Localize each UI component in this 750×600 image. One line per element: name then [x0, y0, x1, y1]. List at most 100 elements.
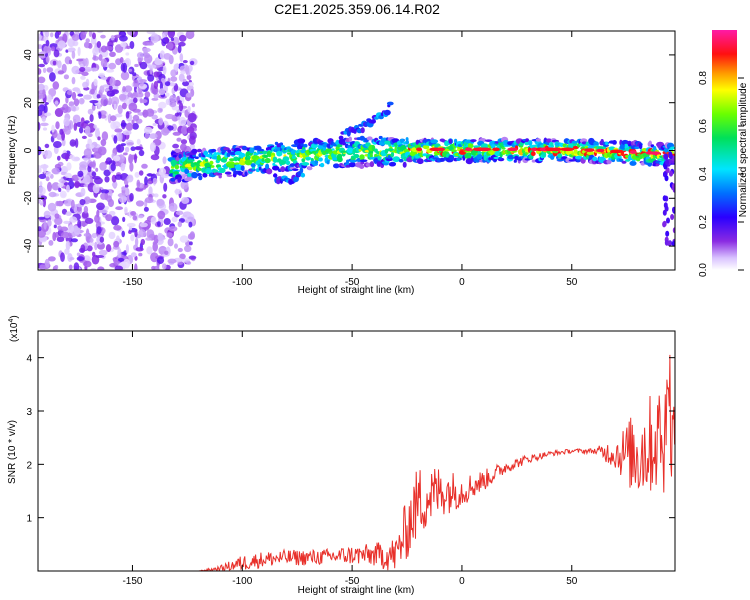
heatmap-cell [134, 255, 138, 261]
heatmap-cell [50, 46, 56, 52]
heatmap-cell [507, 147, 518, 152]
heatmap-cell [94, 214, 100, 223]
heatmap-cell [517, 158, 523, 161]
heatmap-cell [65, 211, 72, 216]
heatmap-cell [576, 159, 581, 162]
heatmap-cell [137, 58, 141, 63]
heatmap-cell [150, 82, 154, 91]
heatmap-cell [291, 155, 296, 159]
heatmap-cell [63, 220, 71, 224]
heatmap-cell [146, 31, 156, 35]
heatmap-cell [220, 159, 227, 163]
heatmap-cell [101, 131, 109, 141]
heatmap-cell [158, 101, 167, 109]
heatmap-cell [48, 240, 54, 246]
heatmap-cell [250, 163, 256, 168]
heatmap-cell [257, 148, 265, 152]
heatmap-cell [307, 167, 313, 171]
heatmap-cell [135, 200, 145, 207]
heatmap-cell [157, 236, 166, 241]
heatmap-cell [144, 91, 151, 98]
heatmap-cell [48, 191, 57, 198]
heatmap-cell [203, 150, 209, 156]
heatmap-cell [134, 171, 140, 178]
heatmap-cell [174, 112, 180, 117]
heatmap-cell [38, 173, 47, 179]
heatmap-cell [38, 44, 43, 50]
heatmap-cell [82, 157, 90, 161]
heatmap-cell [309, 148, 317, 152]
heatmap-cell [263, 154, 269, 158]
heatmap-cell [87, 108, 94, 115]
heatmap-cell [226, 174, 233, 177]
heatmap-cell [239, 152, 246, 158]
heatmap-cell [166, 42, 174, 50]
heatmap-cell [152, 177, 158, 185]
heatmap-cell [74, 31, 80, 35]
heatmap-cell [38, 121, 41, 132]
heatmap-cell [264, 157, 271, 164]
heatmap-cell [134, 230, 138, 238]
heatmap-cell [136, 179, 141, 188]
heatmap-cell [475, 159, 480, 163]
heatmap-cell [77, 46, 81, 57]
heatmap-cell [139, 79, 147, 83]
heatmap-cell [42, 163, 47, 174]
heatmap-cell [119, 57, 124, 64]
heatmap-cell [400, 138, 405, 143]
heatmap-cell [246, 155, 251, 159]
heatmap-cell [103, 169, 111, 177]
heatmap-cell [326, 160, 330, 165]
heatmap-cell [94, 241, 98, 251]
heatmap-cell [56, 236, 65, 242]
heatmap-cell [117, 248, 122, 258]
heatmap-cell [60, 252, 65, 262]
heatmap-cell [131, 119, 135, 125]
heatmap-cell [180, 139, 188, 145]
heatmap-cell [45, 39, 50, 47]
heatmap-cell [167, 125, 174, 131]
heatmap-cell [59, 190, 67, 199]
heatmap-cell [130, 252, 137, 258]
heatmap-cell [111, 216, 120, 226]
heatmap-cell [157, 221, 161, 227]
heatmap-cell [172, 143, 180, 149]
heatmap-cell [170, 177, 176, 182]
heatmap-cell [147, 173, 153, 177]
heatmap-cell [165, 36, 169, 44]
heatmap-cell [77, 170, 84, 178]
heatmap-cell [100, 45, 108, 53]
heatmap-cell [121, 230, 125, 238]
heatmap-cell [388, 142, 392, 147]
heatmap-cell [228, 163, 236, 168]
heatmap-cell [406, 157, 414, 163]
heatmap-cell [249, 147, 255, 154]
heatmap-cell [88, 31, 92, 37]
heatmap-cell [52, 60, 57, 66]
heatmap-cell [53, 141, 62, 148]
heatmap-cell [318, 157, 323, 162]
x-tick-label: 50 [566, 277, 578, 288]
y-tick-label: 0 [23, 147, 34, 153]
heatmap-cell [164, 250, 169, 255]
heatmap-cell [120, 122, 128, 127]
heatmap-cell [416, 150, 422, 153]
heatmap-cell [557, 153, 563, 159]
heatmap-cell [82, 81, 89, 89]
heatmap-cell [359, 164, 365, 170]
heatmap-cell [44, 143, 50, 149]
heatmap-cell [139, 222, 148, 228]
heatmap-cell [100, 94, 107, 100]
heatmap-cell [158, 167, 167, 176]
heatmap-cell [218, 174, 222, 179]
heatmap-cell [187, 172, 192, 177]
heatmap-cell [57, 60, 62, 69]
heatmap-cell [83, 174, 91, 184]
heatmap-cell [170, 37, 175, 41]
heatmap-cell [57, 225, 62, 231]
heatmap-cell [662, 209, 667, 216]
heatmap-cell [148, 186, 153, 196]
heatmap-cell [670, 146, 675, 150]
heatmap-cell [179, 253, 186, 260]
heatmap-cell [184, 168, 190, 175]
